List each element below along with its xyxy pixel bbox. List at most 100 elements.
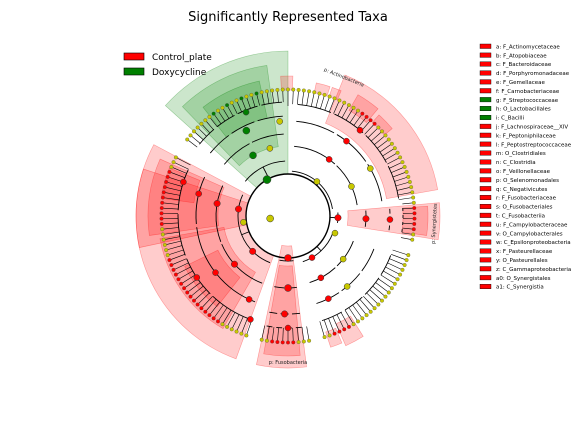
- key-swatch: [479, 239, 492, 245]
- clade-arc: [177, 214, 186, 256]
- tip-node: [164, 180, 169, 184]
- leaf-branch: [167, 245, 183, 250]
- tip-node: [203, 309, 208, 314]
- key-label: j: F_Lachnospiraceae__XIV: [495, 125, 568, 131]
- tip-node: [332, 331, 337, 336]
- leaf-branch: [218, 111, 226, 122]
- leaf-branch: [246, 97, 251, 109]
- leaf-branch: [369, 289, 382, 300]
- clade-arc: [295, 326, 302, 329]
- tip-node: [173, 155, 178, 160]
- tip-node: [239, 331, 244, 336]
- clade-node: [242, 108, 250, 116]
- clade-node: [367, 165, 374, 172]
- leaf-branch: [315, 94, 320, 108]
- tip-node: [216, 319, 220, 324]
- leaf-branch: [397, 192, 411, 196]
- leaf-branch: [328, 318, 335, 333]
- clade-arc: [196, 227, 215, 272]
- key-label: p: O_Selenomonadales: [496, 178, 559, 184]
- clade-node: [249, 151, 257, 160]
- ring-guides: [245, 173, 331, 259]
- tip-node: [376, 125, 381, 130]
- clade-node: [284, 284, 292, 292]
- tip-node: [164, 248, 169, 252]
- tip-node: [389, 286, 394, 291]
- clade-node: [386, 216, 394, 223]
- key-swatch: [479, 221, 492, 227]
- leaf-branch: [385, 266, 399, 275]
- clade-node: [362, 215, 370, 223]
- clade-arc: [380, 255, 392, 275]
- tip-node: [380, 129, 384, 134]
- leaf-branch: [206, 299, 217, 311]
- key-swatch: [479, 132, 492, 138]
- tip-node: [280, 340, 285, 345]
- leaf-branch: [392, 249, 407, 255]
- clade-sector: [346, 202, 441, 241]
- leaf-branch: [371, 132, 382, 142]
- leaf-branch: [166, 187, 181, 192]
- leaf-branch: [236, 316, 244, 331]
- leaf-branch: [163, 227, 179, 230]
- clade-sector: [401, 205, 429, 236]
- clade-arc: [261, 101, 283, 106]
- tip-node: [327, 94, 332, 99]
- leaf-branch: [277, 327, 279, 341]
- chart-title: Significantly Represented Taxa: [188, 10, 388, 25]
- leaf-branch: [163, 222, 179, 225]
- clade-arc: [387, 165, 400, 199]
- leaf-branch: [174, 162, 189, 170]
- clade-arc: [221, 243, 263, 284]
- key-label: m: O_Clostridiales: [496, 151, 546, 157]
- key-swatch: [479, 123, 492, 129]
- tip-node: [395, 150, 400, 155]
- tip-node: [389, 141, 394, 146]
- key-label: o: F_Veillonellaceae: [496, 169, 551, 175]
- clade-node: [339, 255, 347, 263]
- key-swatch: [479, 97, 492, 103]
- leaf-branch: [232, 103, 238, 115]
- tip-node: [411, 195, 416, 200]
- clade-node: [281, 310, 289, 318]
- phylum-label: p: Synergistetes: [431, 203, 439, 244]
- leaf-branch: [352, 304, 362, 318]
- tip-node: [169, 165, 174, 169]
- clade-arc: [274, 286, 285, 289]
- tip-node: [406, 253, 411, 258]
- key-swatch: [479, 141, 492, 147]
- key-swatch: [479, 275, 492, 281]
- clade-arc: [291, 170, 333, 210]
- leaf-branch: [163, 207, 179, 210]
- key-label: e: F_Gemellaceae: [496, 80, 545, 86]
- clade-arc: [336, 134, 367, 162]
- tip-node: [244, 333, 249, 338]
- tip-node: [406, 174, 411, 179]
- leaf-branch: [398, 197, 412, 200]
- leaf-branch: [170, 254, 186, 260]
- key-swatch: [479, 52, 492, 58]
- clade-node: [343, 283, 351, 290]
- leaf-branch: [364, 124, 374, 135]
- tip-node: [400, 267, 405, 272]
- tip-node: [160, 227, 165, 232]
- leaf-branch: [367, 128, 378, 138]
- key-label: z: C_Gammaproteobacteria: [496, 267, 571, 273]
- key-label: l: F_Peptostreptococcaceae: [496, 142, 572, 148]
- leaf-branch: [198, 128, 207, 137]
- clade-arc: [209, 135, 230, 154]
- leaf-branch: [306, 92, 310, 106]
- tip-node: [322, 335, 327, 340]
- leaf-branch: [396, 187, 410, 191]
- tip-node: [327, 333, 332, 338]
- clade-arc: [231, 121, 255, 134]
- clade-node: [249, 247, 257, 255]
- leaf-branch: [378, 278, 391, 288]
- tip-node: [229, 327, 234, 332]
- tip-node: [275, 340, 280, 345]
- leaf-branch: [170, 172, 186, 178]
- leaf-branch: [282, 327, 284, 341]
- tip-node: [317, 91, 322, 96]
- clade-arc: [237, 194, 271, 264]
- leaf-branch: [348, 307, 358, 321]
